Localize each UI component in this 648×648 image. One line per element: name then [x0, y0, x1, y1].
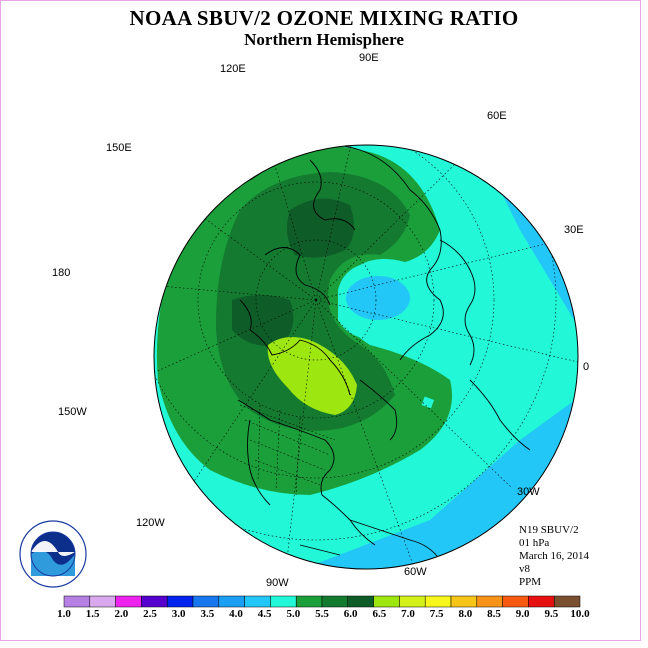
color-scale-label: 9.0: [515, 608, 530, 620]
longitude-label-60w: 60W: [404, 566, 427, 578]
color-scale-swatch: [63, 595, 91, 608]
color-scale-label: 3.0: [171, 608, 186, 620]
map-boundary: [153, 144, 579, 570]
longitude-label-120w: 120W: [136, 517, 165, 529]
longitude-label-30w: 30W: [517, 486, 540, 498]
noaa-logo: [19, 520, 87, 588]
plot-frame: [0, 0, 641, 641]
contour-3-5-small: [168, 166, 186, 178]
color-scale-label: 1.5: [85, 608, 100, 620]
color-scale-label: 8.0: [458, 608, 473, 620]
color-scale-label: 2.5: [143, 608, 157, 620]
info-satellite: N19 SBUV/2: [519, 524, 579, 536]
color-scale-label: 6.0: [343, 608, 358, 620]
longitude-label-90e: 90E: [359, 52, 379, 64]
color-scale-label: 7.0: [401, 608, 415, 620]
color-scale-swatch: [321, 595, 349, 608]
contour-3-5-europe: [346, 276, 410, 320]
longitude-label-150w: 150W: [58, 406, 87, 418]
info-date: March 16, 2014: [519, 550, 589, 562]
color-scale-label: 5.5: [315, 608, 329, 620]
us-state-borders: [239, 404, 336, 496]
contour-6-0-west: [232, 295, 294, 346]
color-scale: [63, 595, 581, 608]
color-scale-label: 4.0: [229, 608, 243, 620]
color-scale-swatch: [502, 595, 529, 608]
contour-3-5-north: [445, 107, 488, 135]
color-scale-swatch: [424, 595, 452, 608]
color-scale-swatch: [528, 595, 555, 608]
color-scale-swatch: [450, 595, 478, 608]
color-scale-label: 3.5: [200, 608, 215, 620]
color-scale-label: 1.0: [57, 608, 71, 620]
longitude-label-180: 180: [52, 267, 71, 279]
color-scale-swatch: [166, 595, 194, 608]
longitude-label-60e: 60E: [487, 110, 507, 122]
contour-5-5-band: [215, 172, 410, 431]
longitude-label-90w: 90W: [266, 577, 289, 589]
color-scale-swatch: [192, 595, 220, 608]
color-scale-swatch: [89, 595, 116, 608]
info-units: PPM: [519, 576, 542, 588]
color-scale-swatch: [218, 595, 245, 608]
color-scale-swatch: [295, 595, 323, 608]
color-scale-swatch: [373, 595, 400, 608]
color-scale-swatch: [399, 595, 426, 608]
color-scale-swatch: [347, 595, 374, 608]
color-scale-label: 7.5: [429, 608, 444, 620]
color-scale-label: 4.5: [257, 608, 272, 620]
color-scale-label: 9.5: [544, 608, 559, 620]
info-version: v8: [519, 563, 530, 575]
color-scale-label: 10.0: [570, 608, 590, 620]
contour-3-5-west-2: [70, 350, 122, 445]
contour-6-0-north: [286, 198, 354, 258]
color-scale-swatch: [115, 595, 142, 608]
info-level: 01 hPa: [519, 537, 550, 549]
longitude-label-150e: 150E: [106, 142, 132, 154]
contour-6-5-max: [267, 336, 357, 415]
color-scale-label: 6.5: [372, 608, 387, 620]
color-scale-label: 2.0: [114, 608, 129, 620]
contour-3-5-west-1: [86, 213, 114, 277]
color-scale-label: 5.0: [286, 608, 301, 620]
color-scale-swatch: [244, 595, 271, 608]
longitude-label-30e: 30E: [564, 224, 584, 236]
color-scale-swatch: [141, 595, 168, 608]
color-scale-swatch: [270, 595, 297, 608]
contour-small-patch: [421, 396, 435, 409]
color-scale-swatch: [476, 595, 503, 608]
map-subtitle: Northern Hemisphere: [244, 30, 404, 49]
longitude-label-120e: 120E: [220, 63, 246, 75]
map-title: NOAA SBUV/2 OZONE MIXING RATIO: [129, 6, 519, 30]
color-scale-label: 8.5: [487, 608, 501, 620]
latitude-circles: [154, 145, 557, 541]
longitude-label-0: 0: [583, 361, 590, 373]
color-scale-swatch: [553, 595, 581, 608]
